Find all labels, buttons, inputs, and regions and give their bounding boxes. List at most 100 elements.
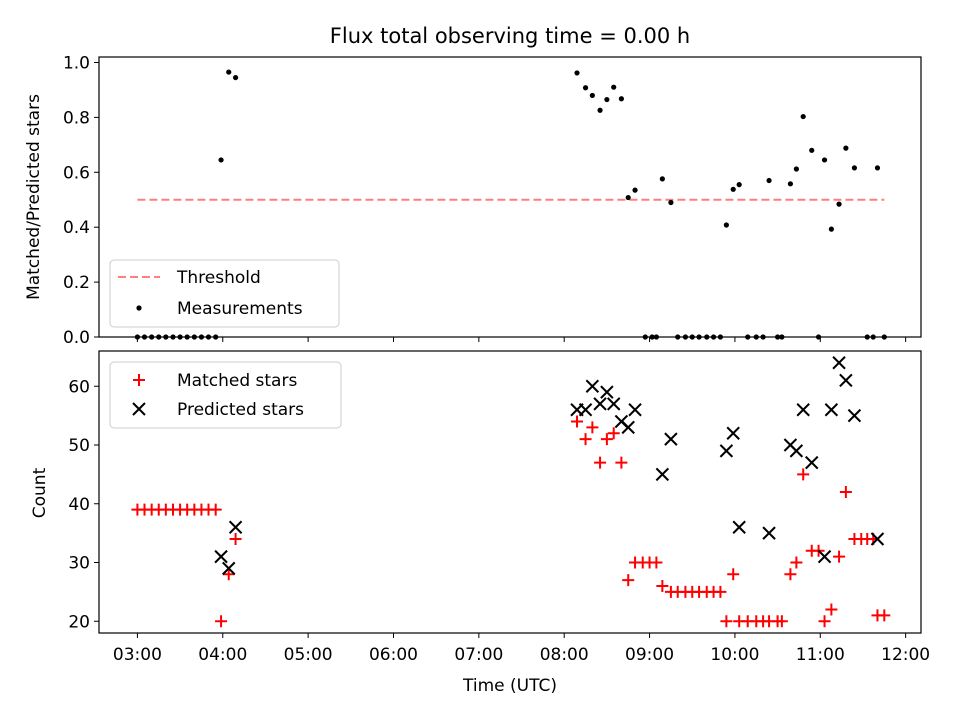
measurement-point — [821, 157, 828, 163]
predicted-point — [796, 403, 810, 417]
count-x-tick-label: 09:00 — [625, 645, 674, 665]
matched-point — [714, 585, 727, 598]
matched-point — [215, 615, 228, 628]
predicted-point — [607, 397, 621, 411]
predicted-point — [824, 403, 839, 417]
measurement-point — [828, 226, 834, 232]
predicted-point — [222, 561, 236, 576]
measurement-point — [659, 176, 665, 182]
predicted-point — [805, 455, 819, 470]
count-frame — [98, 350, 922, 634]
matched-point — [878, 609, 891, 622]
predicted-point — [789, 444, 804, 458]
count-x-tick-label: 10:00 — [710, 645, 759, 665]
count-y-tick-label: 50 — [68, 436, 90, 456]
x-axis-label: Time (UTC) — [462, 676, 557, 696]
measurement-point — [809, 147, 815, 153]
measurement-point — [843, 145, 849, 151]
measurement-point — [611, 84, 617, 90]
legend-matched-swatch — [133, 374, 145, 386]
predicted-point — [585, 379, 600, 393]
measurement-point — [668, 199, 674, 206]
measurement-point — [232, 74, 239, 81]
matched-point — [839, 486, 852, 498]
count-x-tick-label: 03:00 — [113, 645, 162, 665]
matched-point — [586, 421, 599, 434]
count-panel: 20 30 40 50 60 03:00 04:00 05:00 06:00 07:00 08:0… — [30, 350, 930, 696]
predicted-point — [817, 549, 832, 564]
matched-point — [656, 580, 669, 592]
legend-measurements-label: Measurements — [177, 299, 303, 319]
legend-matched-label: Matched stars — [177, 371, 297, 391]
matched-point — [833, 550, 846, 563]
legend-measurements-swatch — [136, 305, 142, 311]
predicted-point — [719, 444, 734, 458]
matched-point — [797, 468, 810, 481]
predicted-point — [621, 420, 635, 435]
measurement-point — [793, 166, 799, 172]
count-legend-box — [109, 361, 342, 429]
count-y-ticks: 20 30 40 50 60 — [68, 377, 99, 632]
matched-point — [579, 433, 592, 446]
count-x-tick-label: 05:00 — [284, 645, 333, 665]
ratio-y-tick-label: 0.2 — [63, 273, 90, 293]
matched-point — [622, 574, 635, 587]
ratio-y-tick-label: 0.0 — [63, 328, 90, 348]
matched-point — [209, 503, 222, 516]
matched-point — [727, 568, 740, 581]
measurement-point — [836, 201, 842, 207]
predicted-point — [664, 432, 678, 446]
matched-point — [775, 615, 788, 628]
matched-point — [600, 433, 613, 446]
count-legend: Matched stars Predicted stars — [109, 361, 342, 429]
count-x-tick-label: 11:00 — [796, 645, 845, 665]
matched-point — [790, 556, 803, 569]
predicted-point — [762, 526, 776, 540]
count-y-tick-label: 20 — [68, 612, 90, 632]
ratio-panel: 0.0 0.2 0.4 0.6 0.8 1.0 Matched/Predicted sta… — [24, 53, 922, 348]
count-x-ticks: 03:00 04:00 05:00 06:00 07:00 08:00 09:00 10:00… — [113, 633, 930, 665]
measurement-point — [723, 222, 729, 228]
measurement-point — [851, 165, 858, 171]
count-y-tick-label: 60 — [68, 377, 90, 397]
measurement-point — [625, 194, 631, 201]
measurement-point — [589, 92, 595, 99]
ratio-marks — [134, 69, 887, 340]
predicted-point — [847, 408, 862, 423]
predicted-point — [870, 532, 885, 546]
count-x-tick-label: 08:00 — [540, 645, 589, 665]
matched-point — [825, 603, 838, 616]
ratio-x-ticks — [136, 337, 907, 342]
predicted-point — [839, 373, 853, 388]
ratio-frame — [98, 56, 922, 338]
count-y-tick-label: 40 — [68, 495, 90, 515]
ratio-y-tick-label: 1.0 — [63, 53, 90, 73]
ratio-y-tick-label: 0.4 — [63, 218, 90, 238]
chart-title: Flux total observing time = 0.00 h — [330, 24, 690, 48]
measurement-point — [632, 187, 638, 193]
matched-point — [229, 533, 242, 545]
count-x-tick-label: 07:00 — [454, 645, 503, 665]
measurement-point — [874, 165, 881, 171]
measurement-point — [766, 177, 772, 184]
predicted-point — [732, 520, 746, 534]
matched-point — [594, 456, 607, 469]
matched-point — [818, 615, 831, 628]
legend-predicted-label: Predicted stars — [177, 400, 304, 420]
matched-point — [784, 568, 797, 581]
measurement-point — [604, 96, 610, 103]
measurement-point — [226, 69, 232, 75]
count-y-tick-label: 30 — [68, 554, 90, 574]
ratio-y-tick-label: 0.6 — [63, 163, 90, 183]
measurement-point — [574, 70, 580, 76]
matched-point — [650, 556, 663, 569]
measurement-point — [582, 85, 589, 91]
measurement-point — [618, 96, 624, 102]
matched-point — [615, 456, 628, 469]
matched-point — [571, 415, 584, 428]
predicted-point — [214, 549, 228, 564]
count-marks — [131, 356, 891, 628]
measurement-point — [736, 182, 742, 188]
count-y-axis-label: Count — [30, 467, 50, 518]
